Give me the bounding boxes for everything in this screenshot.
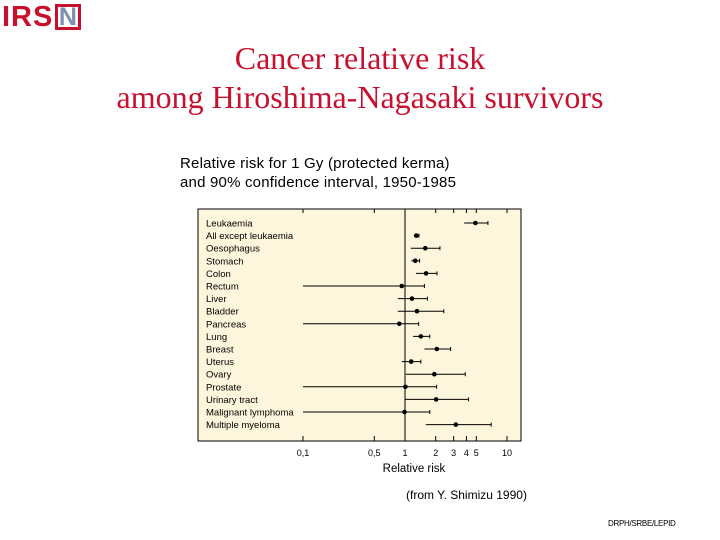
category-label: Uterus [206, 357, 234, 368]
page-title-line-1: Cancer relative risk [234, 40, 486, 76]
category-label: Liver [206, 294, 227, 305]
x-tick-label: 5 [474, 448, 479, 458]
rr-point [412, 258, 418, 264]
rr-point [473, 220, 478, 226]
rr-point [414, 308, 420, 314]
irsn-logo: IRS N [2, 1, 82, 33]
category-label: Bladder [206, 307, 239, 318]
category-label: Ovary [206, 370, 232, 381]
x-tick-label: 2 [433, 448, 438, 458]
rr-point [409, 296, 415, 301]
category-label: Breast [206, 345, 234, 356]
category-label: Leukaemia [206, 219, 253, 230]
rr-point [408, 359, 414, 364]
rr-point [413, 233, 419, 238]
rr-point [397, 321, 402, 327]
chart-title-line-1: Relative risk for 1 Gy (protected kerma) [180, 155, 450, 172]
category-label: Multiple myeloma [206, 420, 281, 431]
category-label: All except leukaemia [206, 231, 294, 242]
rr-point [453, 422, 459, 427]
category-label: Pancreas [206, 319, 246, 330]
x-axis-label: Relative risk [383, 463, 446, 475]
x-tick-label: 10 [502, 448, 512, 458]
category-label: Urinary tract [206, 395, 258, 406]
plot-frame [197, 208, 522, 442]
category-label: Lung [206, 332, 227, 343]
rr-point [434, 346, 440, 352]
logo-boxed-text: N [58, 4, 78, 30]
rr-point [433, 397, 439, 402]
x-tick-label: 0,5 [368, 448, 381, 458]
rr-point [418, 334, 424, 339]
category-label: Colon [206, 269, 231, 280]
x-tick-label: 4 [464, 448, 469, 458]
footer-code: DRPH/SRBE/LEPID [608, 519, 676, 528]
rr-point [403, 384, 408, 390]
rr-point [432, 371, 437, 377]
source-note: (from Y. Shimizu 1990) [406, 488, 527, 502]
x-tick-label: 3 [451, 448, 456, 458]
rr-point [399, 283, 405, 289]
logo-main-text: IRS [2, 1, 54, 33]
x-tick-label: 0,1 [297, 448, 310, 458]
chart-title-line-2: and 90% confidence interval, 1950-1985 [180, 174, 457, 191]
category-label: Stomach [206, 256, 244, 267]
logo-boxed-letter: N [55, 4, 82, 30]
category-label: Rectum [206, 282, 239, 293]
page-title-line-2: among Hiroshima-Nagasaki survivors [116, 79, 604, 115]
category-label: Oesophagus [206, 244, 260, 255]
category-label: Malignant lymphoma [206, 408, 294, 419]
x-tick-label: 1 [402, 448, 407, 458]
rr-point [423, 271, 429, 276]
rr-point [422, 245, 428, 251]
category-label: Prostate [206, 382, 241, 393]
rr-point [402, 409, 407, 415]
